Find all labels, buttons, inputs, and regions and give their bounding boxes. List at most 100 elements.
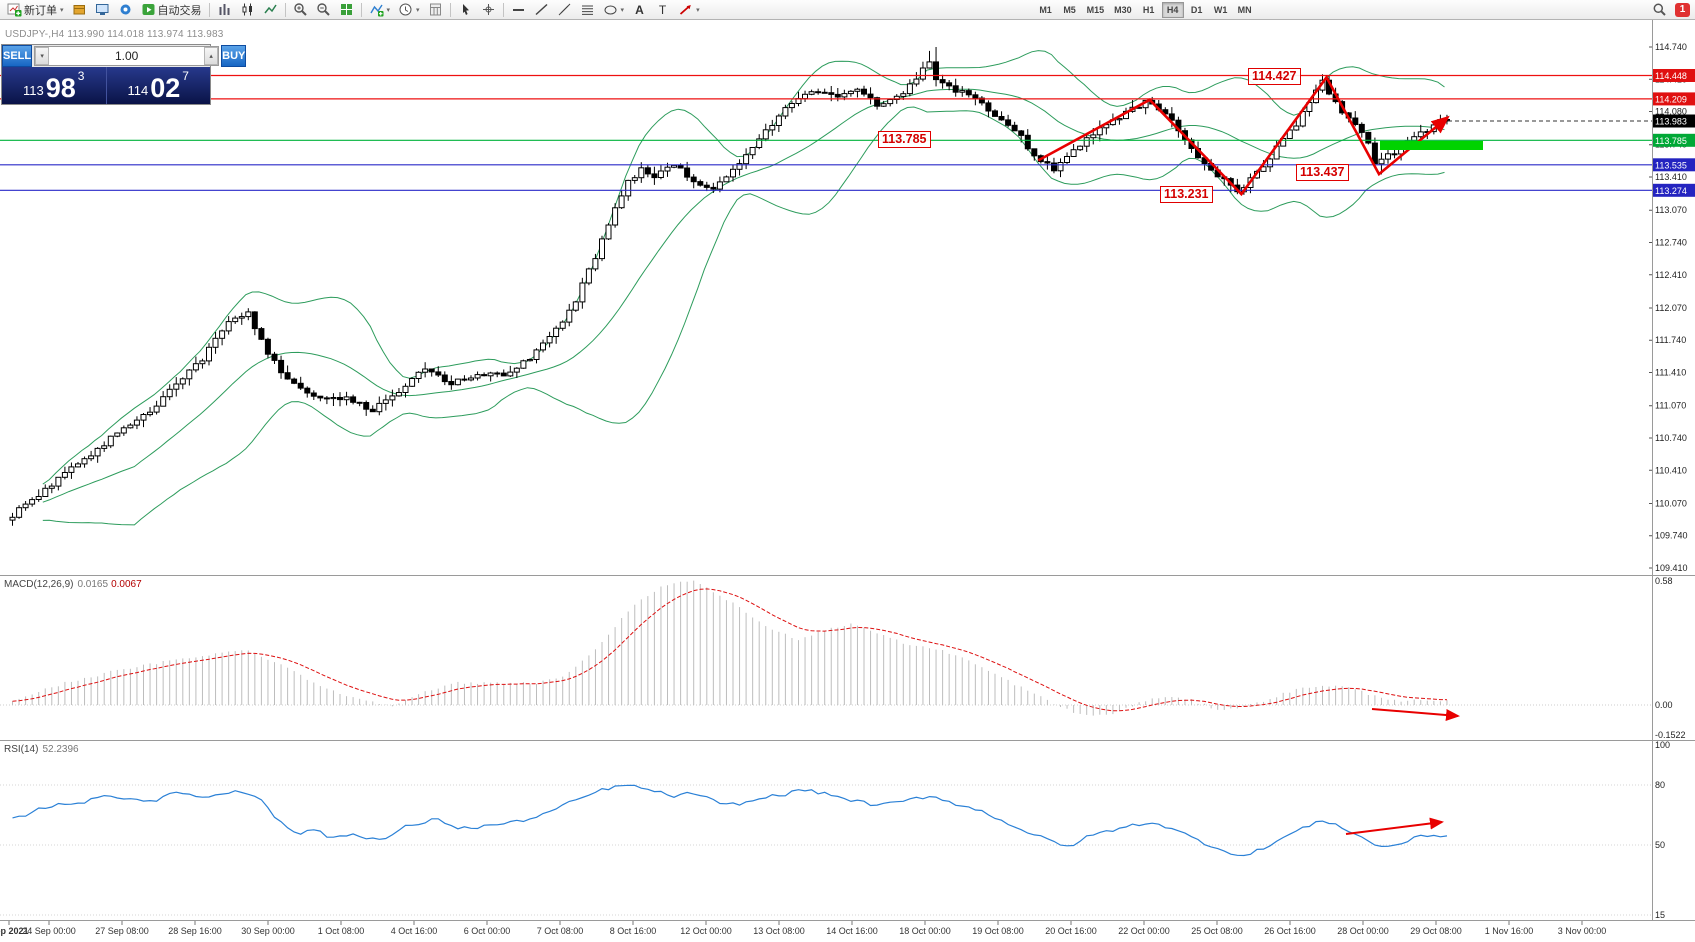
zoom-in-button[interactable] <box>289 1 312 19</box>
timeframe-w1-button[interactable]: W1 <box>1210 2 1232 18</box>
search-button[interactable] <box>1648 1 1671 19</box>
auto-trading-button[interactable]: 自动交易 <box>137 1 206 19</box>
auto-trading-label: 自动交易 <box>157 4 202 17</box>
volume-decrease-button[interactable]: ▾ <box>35 47 50 65</box>
svg-text:111.410: 111.410 <box>1655 368 1686 378</box>
crosshair-button[interactable] <box>477 1 500 19</box>
text-button[interactable]: A <box>628 1 651 19</box>
svg-text:29 Oct 08:00: 29 Oct 08:00 <box>1410 926 1462 936</box>
candlestick-mode-button[interactable] <box>236 1 259 19</box>
timeframe-mn-button[interactable]: MN <box>1234 2 1256 18</box>
new-order-button[interactable]: 新订单 ▾ <box>3 1 68 19</box>
annotation-price-label[interactable]: 114.427 <box>1248 68 1301 85</box>
profile-button[interactable] <box>68 1 91 19</box>
toolbar-separator <box>208 2 210 17</box>
svg-text:20 Oct 16:00: 20 Oct 16:00 <box>1045 926 1097 936</box>
svg-text:28 Oct 00:00: 28 Oct 00:00 <box>1337 926 1389 936</box>
timeframe-m15-button[interactable]: M15 <box>1083 2 1109 18</box>
horizontal-line-objects[interactable] <box>0 74 1652 191</box>
trend-zigzag-arrow[interactable] <box>1037 74 1450 197</box>
shapes-button[interactable]: ▾ <box>599 1 629 19</box>
search-icon <box>1653 3 1666 16</box>
svg-text:112.070: 112.070 <box>1655 303 1687 313</box>
trendline-button[interactable] <box>530 1 553 19</box>
horizontal-line-button[interactable] <box>507 1 530 19</box>
drawn-annotations[interactable] <box>1037 74 1483 835</box>
alerts-button[interactable] <box>114 1 137 19</box>
svg-text:7 Oct 08:00: 7 Oct 08:00 <box>537 926 584 936</box>
line-chart-mode-button[interactable] <box>259 1 282 19</box>
fibonacci-button[interactable] <box>576 1 599 19</box>
volume-increase-button[interactable]: ▴ <box>204 47 219 65</box>
buy-button[interactable]: BUY <box>221 45 247 67</box>
indicators-button[interactable]: ▾ <box>365 1 395 19</box>
notification-badge[interactable]: 1 <box>1675 2 1690 17</box>
svg-text:24 Sep 00:00: 24 Sep 00:00 <box>22 926 76 936</box>
annotation-price-label[interactable]: 113.231 <box>1160 186 1213 203</box>
support-highlight-bar[interactable] <box>1380 141 1483 150</box>
zoom-in-icon <box>293 3 307 16</box>
svg-text:114.740: 114.740 <box>1655 42 1687 52</box>
svg-text:30 Sep 00:00: 30 Sep 00:00 <box>241 926 295 936</box>
price-badge-114.448: 114.448 <box>1653 69 1695 82</box>
buy-price-display[interactable]: 114 02 7 <box>107 67 211 104</box>
buy-price-prefix: 114 <box>127 83 149 99</box>
caret-down-icon: ▾ <box>696 6 700 14</box>
svg-text:19 Oct 08:00: 19 Oct 08:00 <box>972 926 1024 936</box>
timeframe-m5-button[interactable]: M5 <box>1059 2 1081 18</box>
tile-windows-button[interactable] <box>335 1 358 19</box>
cursor-button[interactable] <box>454 1 477 19</box>
caret-down-icon: ▾ <box>620 6 625 14</box>
arrow-tools-button[interactable]: ▾ <box>674 1 704 19</box>
calc-icon <box>429 3 441 16</box>
crosshair-icon <box>482 4 494 15</box>
price-scale[interactable]: 114.740114.410114.080113.740113.410113.0… <box>1649 42 1695 573</box>
text-label-button[interactable]: T <box>651 1 674 19</box>
timeframe-m30-button[interactable]: M30 <box>1110 2 1136 18</box>
annotation-price-label[interactable]: 113.785 <box>878 131 931 148</box>
svg-text:113.983: 113.983 <box>1655 117 1687 127</box>
toolbar-separator <box>360 2 362 17</box>
bollinger-upper-line <box>42 50 1445 485</box>
speaker-icon <box>120 4 131 15</box>
svg-text:113.274: 113.274 <box>1655 186 1687 196</box>
sell-button[interactable]: SELL <box>2 45 33 67</box>
bars-icon <box>219 4 230 15</box>
zoom-out-icon <box>316 3 330 16</box>
volume-input[interactable] <box>49 47 205 65</box>
pane-separators[interactable] <box>0 20 1695 921</box>
timeframe-h1-button[interactable]: H1 <box>1138 2 1160 18</box>
rsi-trend-arrow[interactable] <box>1345 817 1444 835</box>
autotrade-icon <box>142 4 155 15</box>
channel-button[interactable] <box>553 1 576 19</box>
macd-signal-line <box>12 588 1448 712</box>
svg-text:0.00: 0.00 <box>1655 700 1673 710</box>
periods-button[interactable]: ▾ <box>394 1 424 19</box>
svg-text:80: 80 <box>1655 780 1665 790</box>
macd-trend-arrow[interactable] <box>1371 708 1460 722</box>
svg-text:113.535: 113.535 <box>1655 160 1687 170</box>
market-watch-button[interactable] <box>91 1 114 19</box>
timeframe-h4-button[interactable]: H4 <box>1161 1 1184 18</box>
caret-down-icon: ▾ <box>40 52 44 60</box>
svg-text:12 Oct 00:00: 12 Oct 00:00 <box>680 926 732 936</box>
toolbar-separator <box>284 2 286 17</box>
svg-text:113.410: 113.410 <box>1655 172 1687 182</box>
macd-indicator-label: MACD(12,26,9) 0.0165 0.0067 <box>4 579 142 590</box>
annotation-price-label[interactable]: 113.437 <box>1296 164 1349 181</box>
caret-down-icon: ▾ <box>386 6 391 14</box>
sell-price-display[interactable]: 113 98 3 <box>2 67 106 104</box>
timeframe-m1-button[interactable]: M1 <box>1035 2 1057 18</box>
zoom-out-button[interactable] <box>312 1 335 19</box>
bar-chart-mode-button[interactable] <box>213 1 236 19</box>
svg-text:114.209: 114.209 <box>1655 94 1687 104</box>
timeframe-d1-button[interactable]: D1 <box>1186 2 1208 18</box>
chart-canvas[interactable]: 114.740114.410114.080113.740113.410113.0… <box>0 20 1695 942</box>
templates-button[interactable] <box>424 1 447 19</box>
indicator-icon <box>369 4 384 17</box>
svg-text:-0.1522: -0.1522 <box>1655 730 1686 740</box>
price-badge-113.785: 113.785 <box>1653 133 1695 147</box>
trendline-icon <box>535 3 548 16</box>
